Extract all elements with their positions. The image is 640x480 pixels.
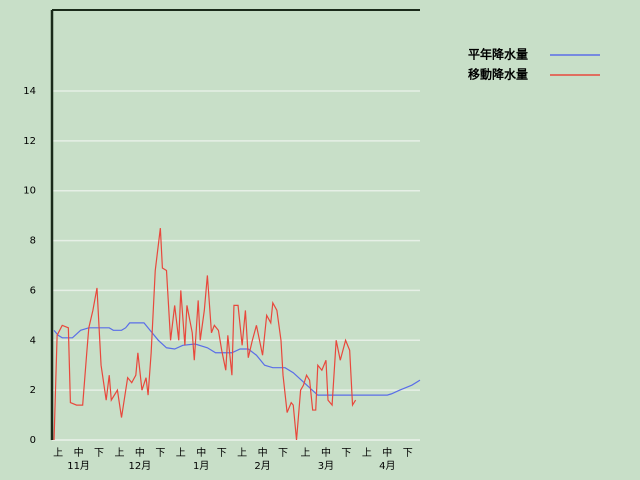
x-tick-label: 下 — [278, 448, 288, 459]
month-label: 3月 — [318, 460, 334, 472]
y-tick-label: 2 — [30, 385, 36, 396]
x-tick-label: 上 — [362, 447, 372, 459]
y-tick-label: 14 — [23, 86, 36, 97]
x-tick-label: 中 — [382, 446, 392, 459]
x-tick-label: 下 — [217, 448, 227, 459]
x-tick-label: 上 — [301, 447, 311, 459]
month-label: 12月 — [129, 460, 152, 472]
x-tick-label: 中 — [258, 446, 268, 459]
x-tick-label: 中 — [74, 446, 84, 459]
y-tick-label: 0 — [30, 435, 36, 446]
x-tick-label: 下 — [94, 448, 104, 459]
x-tick-label: 上 — [237, 447, 247, 459]
x-tick-label: 下 — [341, 448, 351, 459]
month-label: 11月 — [67, 460, 90, 472]
legend-label: 移動降水量 — [468, 67, 528, 82]
x-tick-label: 中 — [196, 446, 206, 459]
legend-label: 平年降水量 — [468, 47, 528, 62]
month-label: 4月 — [379, 460, 395, 472]
x-tick-label: 上 — [114, 447, 124, 459]
x-tick-label: 下 — [403, 448, 413, 459]
month-label: 1月 — [193, 460, 209, 472]
y-tick-label: 8 — [30, 236, 36, 247]
y-tick-label: 6 — [30, 285, 36, 296]
month-label: 2月 — [254, 460, 270, 472]
x-tick-label: 中 — [321, 446, 331, 459]
x-tick-label: 上 — [53, 447, 63, 459]
y-tick-label: 4 — [30, 335, 36, 346]
y-tick-label: 12 — [23, 136, 36, 147]
x-tick-label: 下 — [155, 448, 165, 459]
series-line — [53, 228, 357, 441]
x-tick-label: 上 — [176, 447, 186, 459]
x-tick-label: 中 — [135, 446, 145, 459]
y-tick-label: 10 — [23, 186, 36, 197]
